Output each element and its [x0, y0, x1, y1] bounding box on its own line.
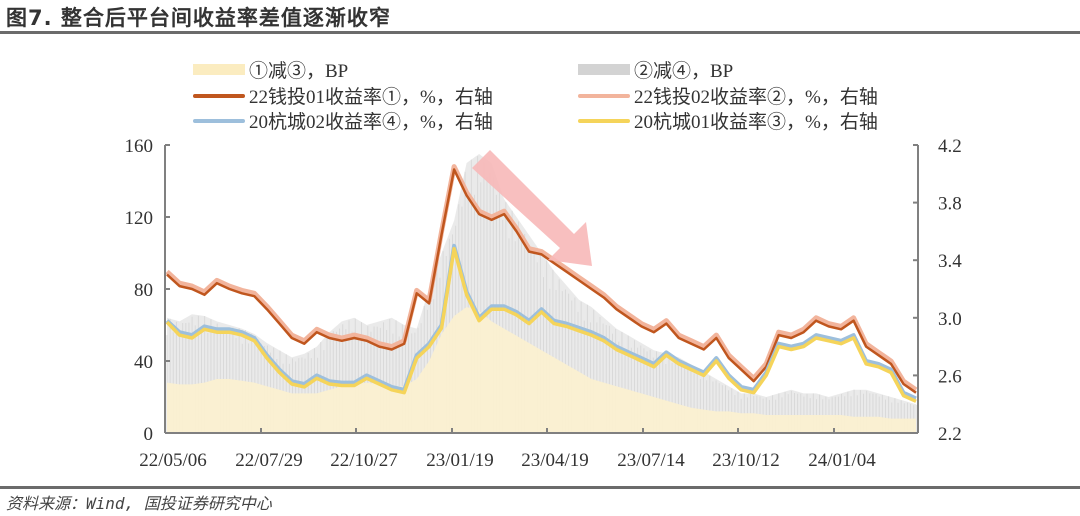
legend-swatch — [578, 93, 630, 98]
legend-label: ①减③，BP — [249, 61, 349, 82]
trend-arrow-icon — [472, 150, 592, 266]
x-tick-label: 23/04/19 — [521, 450, 589, 471]
right-tick-label: 3.8 — [938, 194, 962, 215]
legend-swatch — [193, 93, 245, 98]
legend-item-qiantou02: 22钱投02收益率②，%，右轴 — [578, 82, 878, 109]
legend-label: 20杭城02收益率④，%，右轴 — [249, 112, 493, 133]
legend-label: 20杭城01收益率③，%，右轴 — [634, 112, 878, 133]
x-tick-label: 23/07/14 — [617, 450, 685, 471]
right-axis-ticks: 2.2 2.6 3.0 3.4 3.8 4.2 — [913, 136, 962, 445]
left-tick-label: 120 — [125, 208, 154, 229]
title-divider — [0, 31, 1080, 34]
x-tick-label: 22/07/29 — [235, 450, 303, 471]
left-tick-label: 160 — [125, 136, 154, 157]
source-note: 资料来源：Wind, 国投证券研究中心 — [6, 494, 272, 513]
legend-swatch — [193, 118, 245, 123]
right-tick-label: 3.0 — [938, 309, 962, 330]
left-tick-label: 0 — [144, 424, 154, 445]
x-tick-label: 23/01/19 — [426, 450, 494, 471]
legend-item-qiantou01: 22钱投01收益率①，%，右轴 — [193, 82, 493, 109]
legend-label: ②减④，BP — [634, 61, 734, 82]
left-tick-label: 40 — [134, 352, 153, 373]
right-tick-label: 4.2 — [938, 136, 962, 157]
legend-swatch — [193, 64, 245, 75]
legend-swatch — [578, 64, 630, 75]
figure-title: 图7. 整合后平台间收益率差值逐渐收窄 — [6, 6, 391, 30]
legend-item-hangcheng01: 20杭城01收益率③，%，右轴 — [578, 107, 878, 134]
legend-swatch — [578, 118, 630, 123]
x-axis-ticks: 22/05/06 22/07/29 22/10/27 23/01/19 23/04/19… — [139, 428, 876, 471]
right-tick-label: 2.2 — [938, 424, 962, 445]
legend-label: 22钱投02收益率②，%，右轴 — [634, 87, 878, 108]
x-tick-label: 22/05/06 — [139, 450, 207, 471]
legend-item-spread-1-3: ①减③，BP — [193, 56, 348, 83]
x-tick-label: 23/10/12 — [712, 450, 780, 471]
legend-label: 22钱投01收益率①，%，右轴 — [249, 87, 493, 108]
left-tick-label: 80 — [134, 280, 153, 301]
x-tick-label: 22/10/27 — [330, 450, 398, 471]
legend-item-hangcheng02: 20杭城02收益率④，%，右轴 — [193, 107, 493, 134]
source-divider — [0, 486, 1080, 489]
right-tick-label: 2.6 — [938, 366, 962, 387]
legend-item-spread-2-4: ②减④，BP — [578, 56, 733, 83]
yield-lines — [165, 164, 918, 403]
x-tick-label: 24/01/04 — [808, 450, 876, 471]
bars-spread-1-3 — [167, 307, 916, 433]
right-tick-label: 3.4 — [938, 251, 962, 272]
left-axis-ticks: 0 40 80 120 160 — [125, 136, 170, 445]
